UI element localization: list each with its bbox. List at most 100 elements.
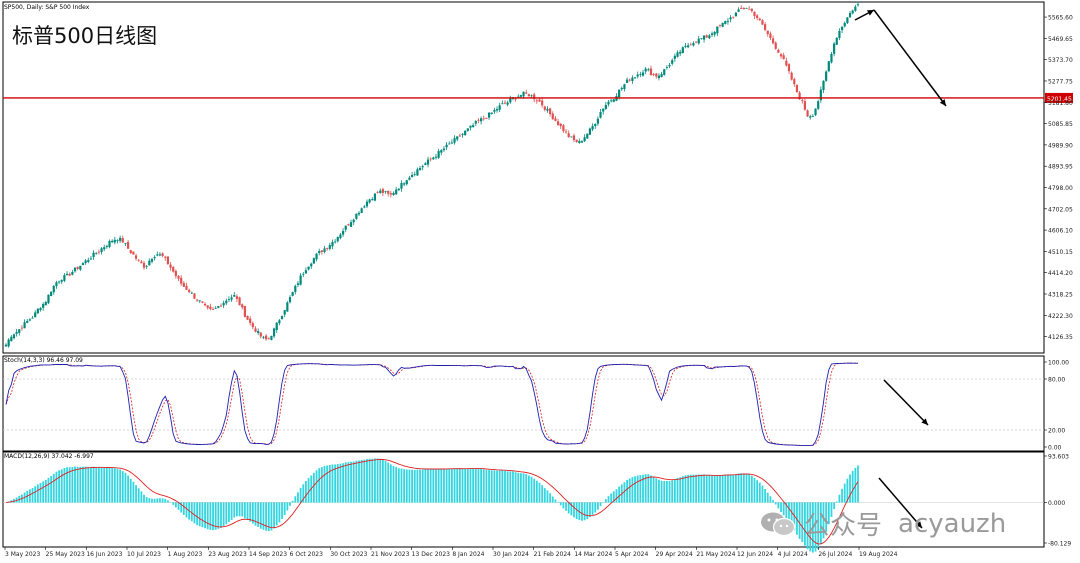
macd-bar: [405, 469, 408, 503]
macd-bar: [777, 502, 780, 509]
macd-bar: [610, 493, 613, 503]
candle-body: [249, 318, 252, 323]
candle-body: [81, 263, 85, 266]
macd-bar: [480, 468, 483, 503]
candle-body: [602, 108, 605, 112]
macd-bar: [429, 468, 432, 503]
candle-body: [795, 84, 799, 93]
candle-body: [111, 240, 114, 243]
macd-bar: [586, 502, 589, 520]
candle-body: [52, 285, 55, 293]
macd-tick: 0.000: [1048, 500, 1065, 507]
candle-body: [214, 307, 217, 309]
macd-bar: [190, 502, 193, 522]
candle-body: [514, 98, 517, 100]
candle-body: [445, 144, 448, 148]
candle-body: [286, 302, 289, 312]
macd-bar: [663, 480, 666, 503]
candle-body: [827, 61, 830, 72]
candle-body: [793, 79, 796, 85]
candle-body: [620, 87, 623, 90]
candle-body: [193, 293, 196, 299]
candle-body: [408, 177, 411, 180]
macd-bar: [366, 459, 368, 503]
candle-body: [137, 259, 140, 261]
candle-body: [583, 137, 586, 142]
candle-body: [182, 282, 185, 287]
macd-bar: [397, 468, 400, 503]
macd-bar: [830, 502, 833, 517]
macd-bar: [432, 469, 435, 503]
date-label: 3 May 2023: [5, 551, 40, 558]
macd-bar: [687, 474, 690, 503]
candle-body: [673, 55, 676, 59]
macd-bar: [124, 472, 127, 503]
level-line: 5201.45: [3, 92, 1073, 103]
macd-bar: [796, 502, 798, 535]
candle-body: [480, 118, 483, 122]
candle-body: [694, 41, 698, 43]
macd-bar: [634, 476, 636, 503]
macd-bar: [607, 496, 610, 503]
date-label: 26 Jul 2024: [818, 551, 852, 558]
candle-body: [748, 8, 751, 10]
macd-bar: [684, 475, 687, 503]
macd-bar: [270, 502, 273, 531]
candle-body: [814, 108, 817, 116]
date-label: 25 May 2023: [46, 551, 85, 558]
macd-bar: [493, 470, 496, 503]
candle-body: [546, 108, 549, 111]
candle-body: [336, 237, 339, 242]
macd-bar: [764, 489, 767, 503]
macd-bar: [376, 458, 379, 503]
macd-bar: [408, 469, 411, 503]
macd-bar: [527, 475, 530, 503]
macd-bar: [750, 475, 753, 503]
candle-body: [424, 163, 427, 165]
macd-bars: [3, 458, 1044, 553]
candle-body: [458, 135, 461, 137]
candle-body: [652, 74, 655, 75]
date-label: 16 Jun 2023: [86, 551, 122, 558]
macd-bar: [466, 468, 469, 503]
macd-bar: [477, 468, 480, 503]
macd-bar: [424, 469, 427, 503]
candle-body: [328, 245, 331, 249]
macd-bar: [47, 477, 50, 503]
candle-body: [801, 99, 804, 101]
price-tick: 5181.80: [1048, 100, 1073, 107]
candle-body: [254, 328, 257, 332]
macd-bar: [76, 466, 79, 503]
candle-body: [490, 112, 493, 115]
macd-bar: [443, 468, 445, 503]
macd-bar: [514, 472, 517, 503]
macd-bar: [180, 502, 183, 513]
candle-body: [498, 105, 501, 110]
macd-bar: [90, 467, 92, 503]
panel-frames: [2, 1, 1045, 548]
macd-bar: [384, 460, 387, 503]
macd-bar: [339, 463, 342, 503]
macd-bar: [307, 478, 310, 503]
candle-body: [310, 263, 313, 267]
level-price-tag: [1045, 92, 1073, 103]
candle-body: [594, 123, 597, 126]
candle-body: [564, 131, 568, 133]
candle-body: [461, 133, 464, 135]
candle-body: [822, 80, 825, 91]
candle-body: [129, 250, 132, 254]
macd-bar: [44, 479, 47, 503]
candle-body: [684, 45, 687, 47]
macd-bar: [352, 461, 355, 503]
macd-bar: [355, 460, 358, 503]
candle-body: [434, 156, 438, 158]
macd-bar: [636, 475, 639, 503]
macd-bar: [233, 502, 236, 518]
macd-bar: [286, 502, 289, 511]
candle-body: [326, 248, 329, 249]
candle-body: [779, 54, 783, 57]
macd-bar: [360, 459, 363, 503]
candle-body: [134, 255, 138, 259]
macd-bar: [251, 502, 254, 524]
macd-bar: [843, 483, 846, 503]
